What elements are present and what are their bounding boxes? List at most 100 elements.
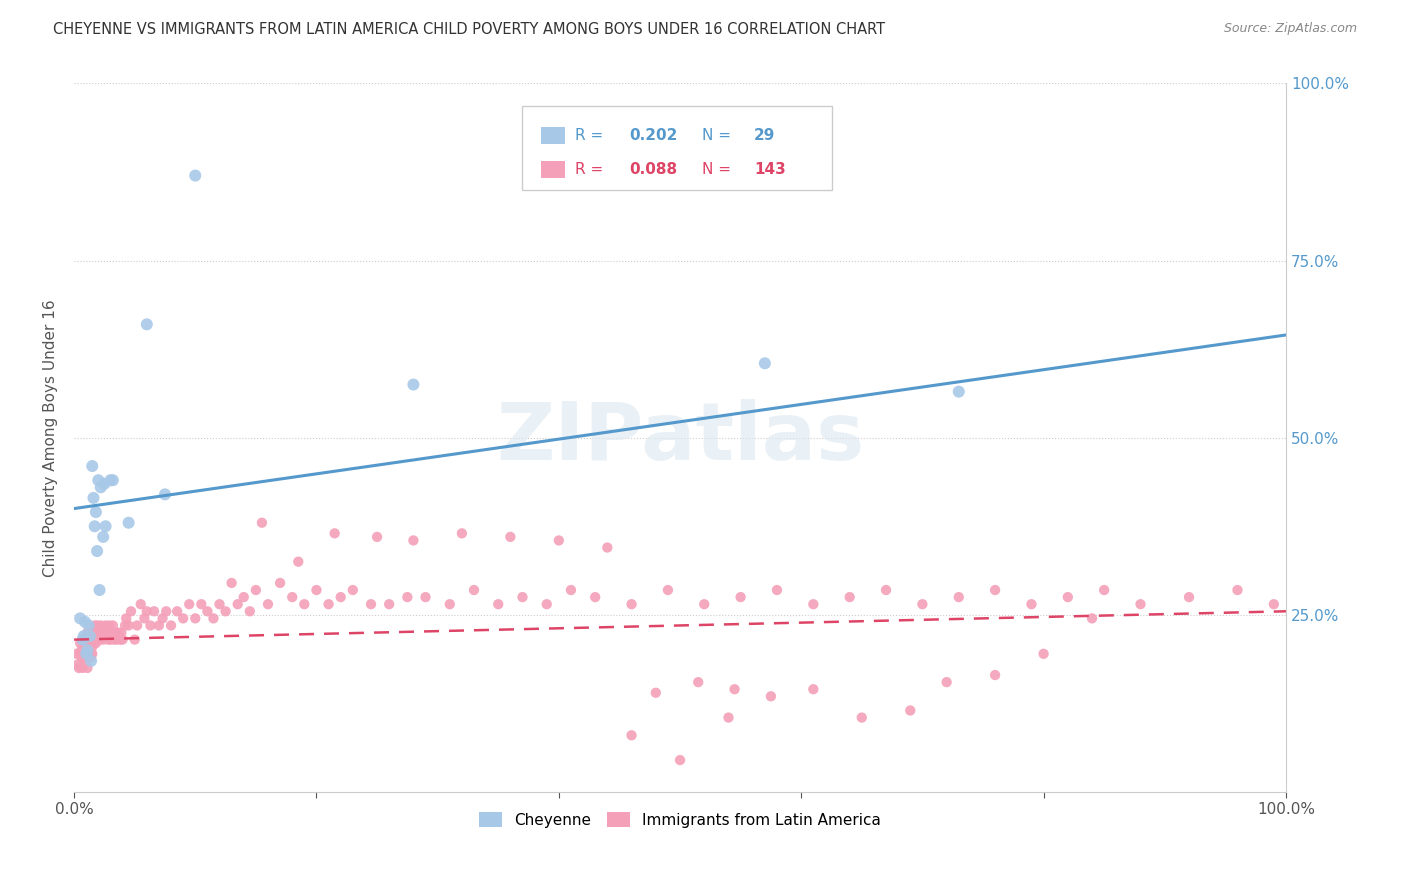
Point [644, 686, 666, 700]
Point [657, 582, 679, 597]
Point [134, 611, 156, 625]
Point [91, 530, 114, 544]
Point [82, 625, 104, 640]
Point [69, 611, 91, 625]
Point [103, 632, 125, 647]
Text: 143: 143 [754, 161, 786, 177]
Point [451, 526, 474, 541]
Point [77, 647, 100, 661]
Point [110, 625, 132, 640]
Point [127, 618, 149, 632]
Point [76, 643, 98, 657]
FancyBboxPatch shape [523, 106, 831, 190]
Point [67, 661, 90, 675]
Point [101, 618, 124, 632]
Point [801, 597, 824, 611]
Point [86, 632, 108, 647]
Point [80, 650, 103, 665]
Point [596, 541, 619, 555]
Point [499, 530, 522, 544]
Point [91, 632, 114, 647]
Point [94, 519, 117, 533]
Text: ZIPatlas: ZIPatlas [496, 399, 865, 476]
Point [536, 597, 558, 611]
Point [547, 533, 569, 548]
Point [415, 590, 437, 604]
Point [560, 582, 582, 597]
Point [318, 597, 340, 611]
Point [96, 625, 118, 640]
Point [73, 629, 96, 643]
Y-axis label: Child Poverty Among Boys Under 16: Child Poverty Among Boys Under 16 [44, 299, 58, 576]
Point [838, 590, 860, 604]
Point [115, 611, 138, 625]
Point [148, 618, 170, 632]
Point [342, 582, 364, 597]
Point [94, 618, 117, 632]
Point [759, 690, 782, 704]
Bar [541, 128, 565, 145]
Text: 0.088: 0.088 [628, 161, 678, 177]
Point [935, 675, 957, 690]
Point [82, 647, 104, 661]
Point [1263, 597, 1285, 611]
Point [160, 618, 183, 632]
Point [669, 753, 692, 767]
Point [91, 625, 114, 640]
Point [139, 618, 162, 632]
Point [166, 604, 188, 618]
Point [1056, 590, 1078, 604]
Point [360, 597, 382, 611]
Point [76, 661, 98, 675]
Point [190, 597, 212, 611]
Point [1178, 590, 1201, 604]
Point [620, 728, 643, 742]
Point [1129, 597, 1152, 611]
Point [83, 519, 105, 533]
Point [172, 611, 194, 625]
Point [98, 618, 121, 632]
Point [135, 604, 157, 618]
Point [1081, 611, 1104, 625]
Point [117, 516, 139, 530]
Text: Source: ZipAtlas.com: Source: ZipAtlas.com [1223, 22, 1357, 36]
Point [90, 618, 112, 632]
Point [239, 604, 262, 618]
Point [232, 590, 254, 604]
Point [439, 597, 461, 611]
Point [875, 582, 897, 597]
Point [75, 647, 97, 661]
Point [287, 555, 309, 569]
Point [104, 625, 127, 640]
Point [717, 710, 740, 724]
Point [184, 611, 207, 625]
Point [97, 632, 120, 647]
Point [82, 491, 104, 505]
Point [100, 632, 122, 647]
Point [66, 657, 89, 672]
Point [366, 530, 388, 544]
Legend: Cheyenne, Immigrants from Latin America: Cheyenne, Immigrants from Latin America [474, 805, 887, 834]
Point [1021, 597, 1043, 611]
Point [801, 682, 824, 697]
Point [108, 632, 131, 647]
Point [143, 604, 166, 618]
Point [250, 516, 273, 530]
Text: R =: R = [575, 128, 607, 144]
Point [90, 480, 112, 494]
Point [898, 704, 921, 718]
Point [583, 590, 606, 604]
Point [730, 590, 752, 604]
Point [73, 632, 96, 647]
Point [221, 576, 243, 591]
Point [86, 618, 108, 632]
Point [77, 636, 100, 650]
Point [378, 597, 401, 611]
Point [77, 618, 100, 632]
Point [693, 597, 716, 611]
Point [281, 590, 304, 604]
Point [117, 618, 139, 632]
Point [129, 597, 152, 611]
Point [135, 318, 157, 332]
Point [105, 632, 128, 647]
